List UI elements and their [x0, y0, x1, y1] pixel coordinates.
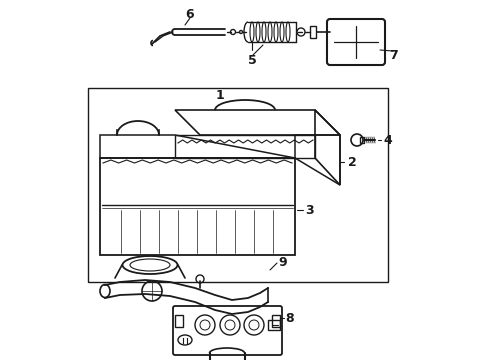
Bar	[268, 320, 280, 330]
Bar	[360, 137, 364, 143]
Text: 7: 7	[389, 49, 397, 62]
Text: 1: 1	[216, 89, 224, 102]
Text: 8: 8	[286, 311, 294, 324]
Bar	[88, 88, 388, 282]
Text: 4: 4	[384, 134, 392, 147]
Bar	[310, 26, 316, 38]
Text: 5: 5	[247, 54, 256, 67]
Bar	[272, 315, 280, 327]
Text: 6: 6	[186, 8, 195, 21]
Text: 3: 3	[306, 203, 314, 216]
Bar	[175, 315, 183, 327]
Text: 2: 2	[347, 156, 356, 168]
Text: 9: 9	[279, 256, 287, 270]
